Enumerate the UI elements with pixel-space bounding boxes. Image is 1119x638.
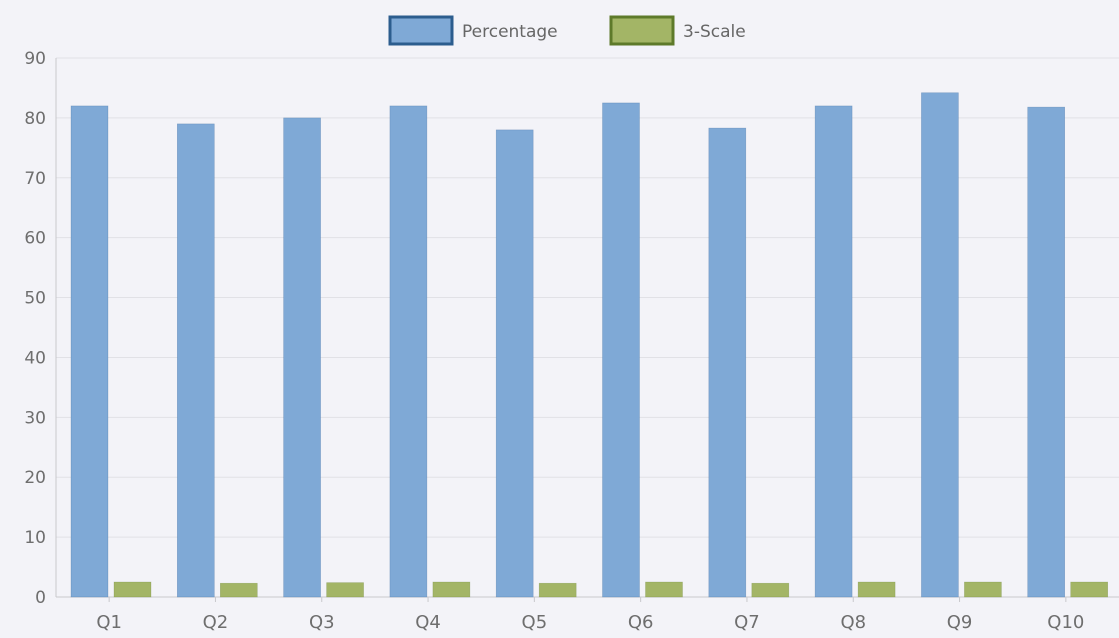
bar-3-scale-q10 xyxy=(1070,581,1108,598)
y-tick-label: 70 xyxy=(24,169,46,189)
bars xyxy=(70,92,1108,598)
bar-3-scale-q9 xyxy=(964,581,1002,598)
y-tick-label: 60 xyxy=(24,229,46,249)
x-axis-ticks: Q1 Q2 Q3 Q4 Q5 Q6 Q7 Q8 Q9 Q10 xyxy=(96,612,1084,633)
y-tick-label: 80 xyxy=(24,109,46,129)
axes xyxy=(55,58,1119,602)
bar-3-scale-q1 xyxy=(113,581,152,598)
bar-3-scale-q7 xyxy=(751,582,790,598)
bar-percentage-q9 xyxy=(921,92,959,598)
y-tick-label: 50 xyxy=(24,289,46,309)
y-tick-label: 40 xyxy=(24,348,46,368)
y-tick-label: 10 xyxy=(24,528,46,548)
bar-percentage-q10 xyxy=(1027,106,1065,598)
legend-swatch-3-scale xyxy=(609,15,675,46)
bar-3-scale-q4 xyxy=(432,581,471,598)
bar-percentage-q7 xyxy=(708,127,747,598)
x-tick-label: Q10 xyxy=(1047,612,1084,633)
y-tick-label: 20 xyxy=(24,468,46,488)
bar-3-scale-q3 xyxy=(326,582,364,598)
legend-label-3-scale: 3-Scale xyxy=(683,22,746,42)
bar-3-scale-q2 xyxy=(220,582,258,598)
y-tick-label: 30 xyxy=(24,408,46,428)
bar-percentage-q2 xyxy=(177,123,215,598)
bar-percentage-q1 xyxy=(70,105,109,598)
x-tick-label: Q2 xyxy=(203,612,229,633)
y-tick-label: 90 xyxy=(24,49,46,69)
y-tick-label: 0 xyxy=(35,588,46,608)
legend-swatch-percentage xyxy=(388,15,454,46)
x-tick-label: Q5 xyxy=(522,612,548,633)
bar-percentage-q8 xyxy=(814,105,853,598)
bar-3-scale-q6 xyxy=(645,581,683,598)
x-tick-label: Q1 xyxy=(96,612,122,633)
x-tick-label: Q4 xyxy=(415,612,441,633)
bar-3-scale-q5 xyxy=(538,582,577,598)
y-axis-ticks: 0 10 20 30 40 50 60 70 80 90 xyxy=(24,49,46,608)
x-tick-label: Q6 xyxy=(628,612,654,633)
legend-label-percentage: Percentage xyxy=(462,22,558,42)
x-tick-label: Q8 xyxy=(840,612,866,633)
bar-3-scale-q8 xyxy=(857,581,896,598)
x-tick-label: Q7 xyxy=(734,612,760,633)
bar-percentage-q3 xyxy=(283,117,321,598)
legend: Percentage 3-Scale xyxy=(388,15,746,46)
bar-percentage-q5 xyxy=(495,129,534,598)
grid-lines xyxy=(56,57,1119,598)
bar-percentage-q4 xyxy=(389,105,428,598)
x-tick-label: Q3 xyxy=(309,612,335,633)
x-tick-label: Q9 xyxy=(947,612,973,633)
bar-percentage-q6 xyxy=(602,102,640,598)
